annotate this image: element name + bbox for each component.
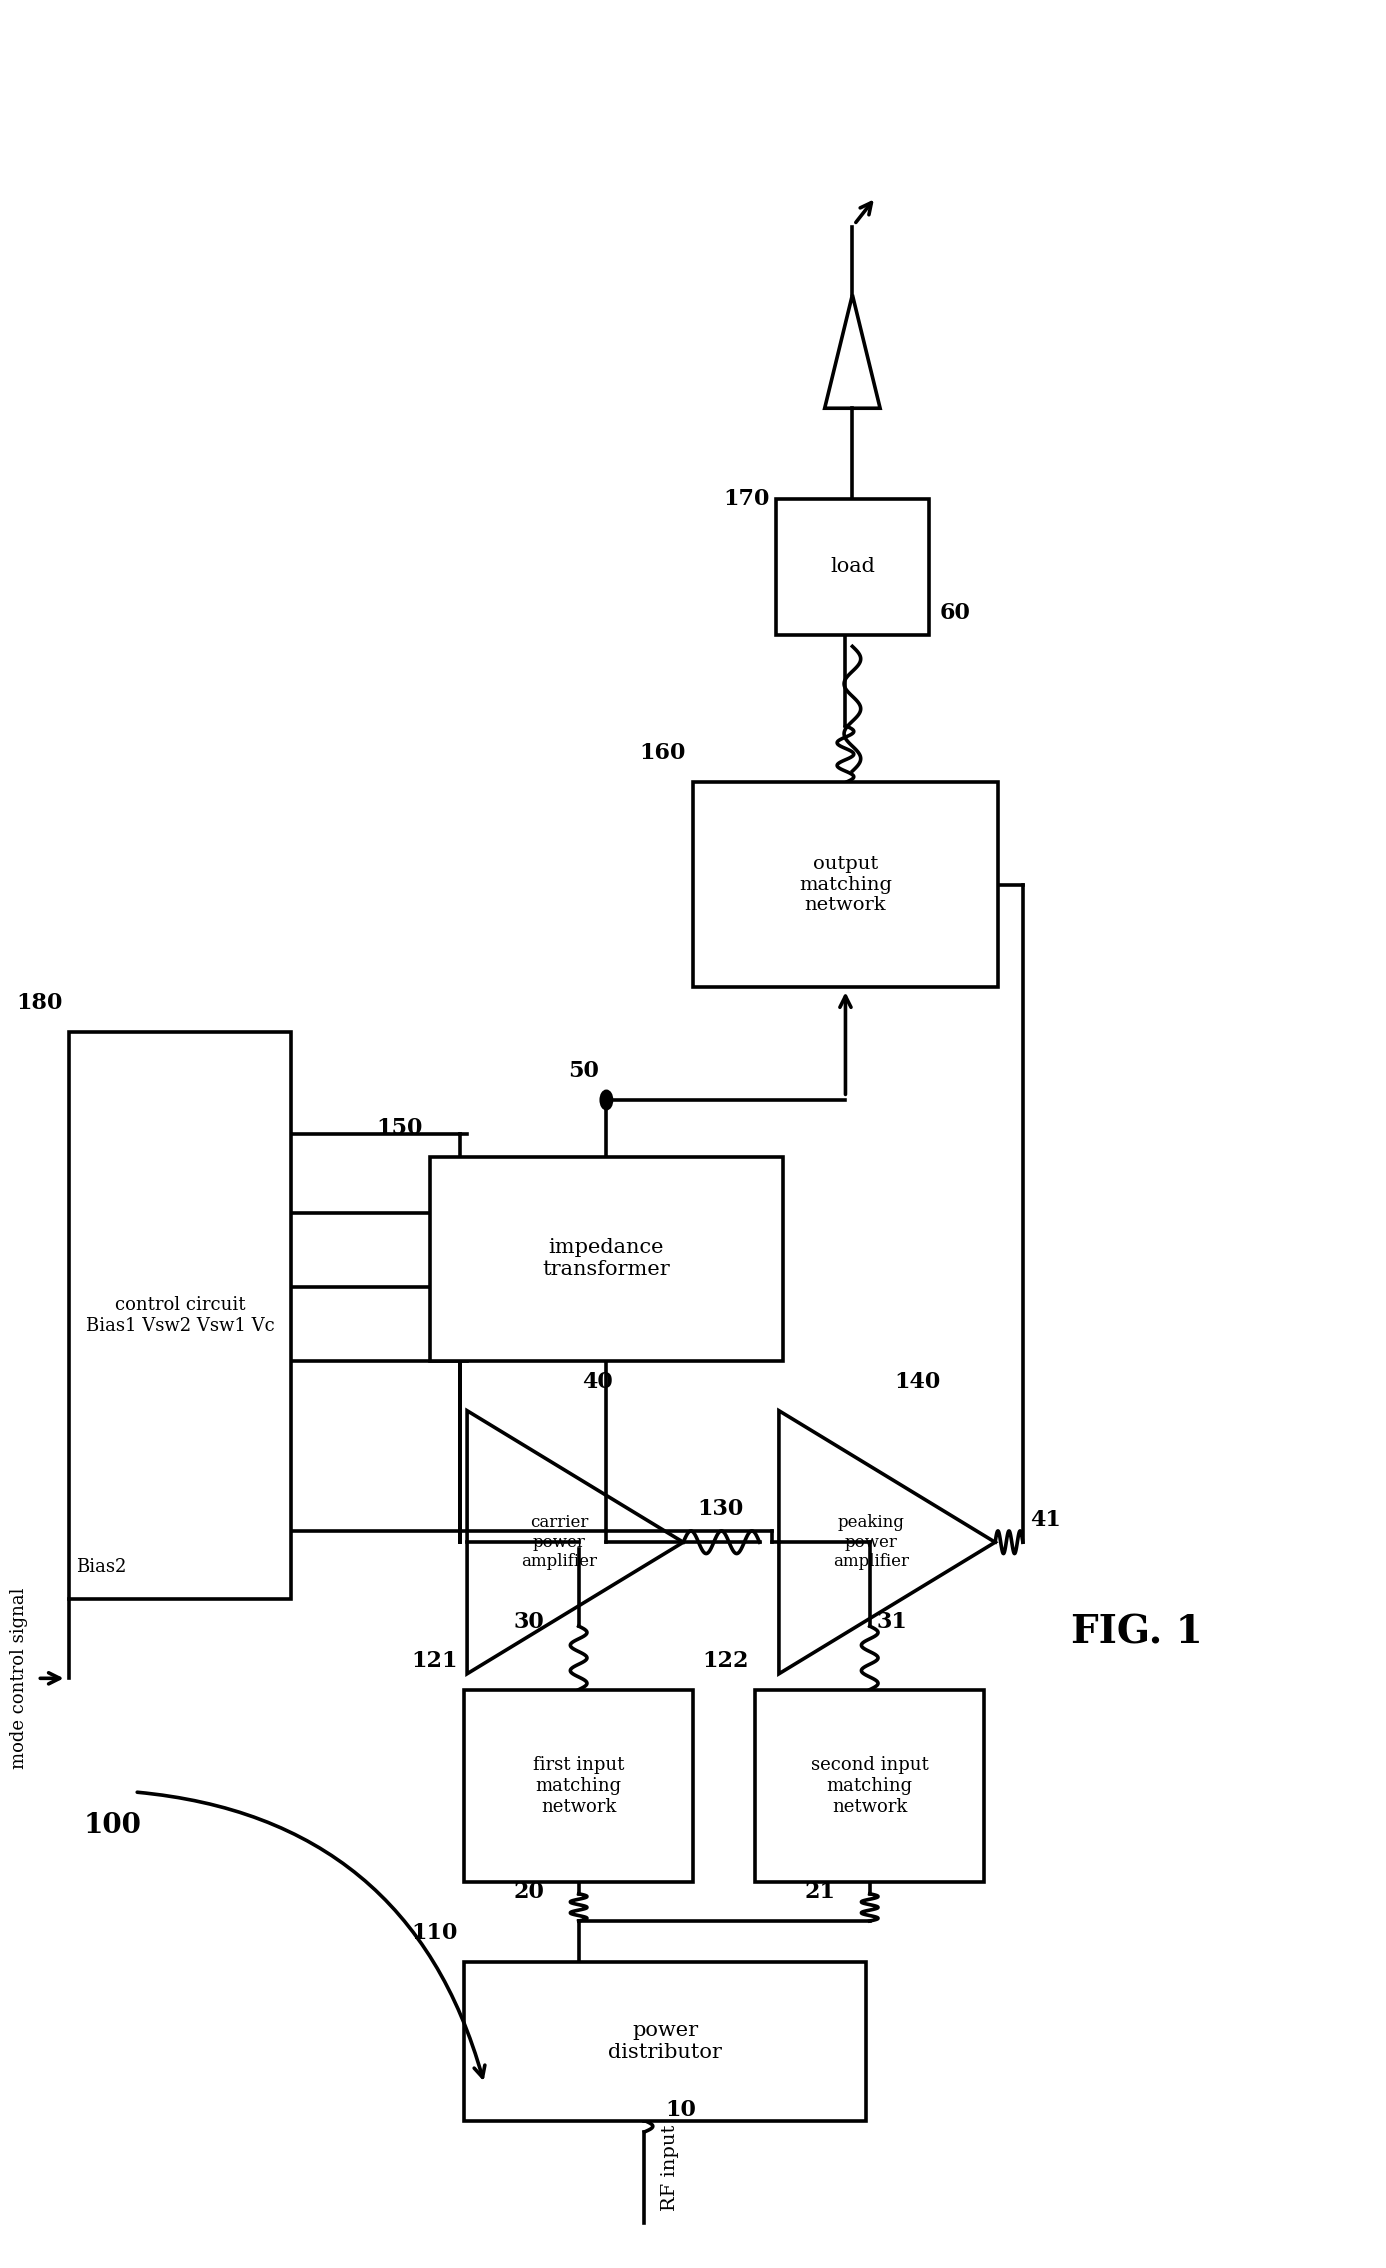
Bar: [776, 499, 929, 635]
Text: 122: 122: [701, 1649, 748, 1672]
Text: Bias2: Bias2: [76, 1558, 126, 1576]
Text: second input
matching
network: second input matching network: [811, 1755, 929, 1817]
Text: 40: 40: [582, 1370, 613, 1393]
Text: 150: 150: [377, 1116, 423, 1139]
Bar: [430, 1157, 783, 1361]
Text: 140: 140: [894, 1370, 940, 1393]
Text: 41: 41: [1030, 1508, 1060, 1531]
Bar: [755, 1690, 984, 1882]
Text: mode control signal: mode control signal: [10, 1588, 28, 1769]
Text: 50: 50: [568, 1059, 600, 1082]
Text: peaking
power
amplifier: peaking power amplifier: [833, 1515, 909, 1569]
Text: carrier
power
amplifier: carrier power amplifier: [521, 1515, 597, 1569]
Text: power
distributor: power distributor: [608, 2021, 722, 2062]
Text: load: load: [830, 558, 875, 576]
Text: 180: 180: [17, 991, 62, 1014]
Text: RF input: RF input: [661, 2125, 679, 2211]
Text: 110: 110: [412, 1921, 457, 1944]
Text: 10: 10: [665, 2098, 696, 2121]
Bar: [464, 1690, 693, 1882]
Bar: [464, 1962, 866, 2121]
Text: 160: 160: [640, 742, 686, 764]
Text: impedance
transformer: impedance transformer: [542, 1238, 671, 1279]
Text: FIG. 1: FIG. 1: [1070, 1615, 1203, 1651]
Text: 31: 31: [876, 1610, 908, 1633]
Text: 100: 100: [83, 1812, 141, 1839]
Text: 21: 21: [804, 1880, 834, 1903]
Bar: [69, 1032, 291, 1599]
Text: 60: 60: [940, 601, 970, 624]
Text: output
matching
network: output matching network: [798, 855, 893, 914]
Text: control circuit
Bias1 Vsw2 Vsw1 Vc: control circuit Bias1 Vsw2 Vsw1 Vc: [86, 1295, 274, 1336]
Text: first input
matching
network: first input matching network: [534, 1755, 624, 1817]
Bar: [693, 782, 998, 987]
Text: 170: 170: [723, 488, 769, 510]
Text: 121: 121: [410, 1649, 457, 1672]
Text: 30: 30: [513, 1610, 543, 1633]
Circle shape: [602, 1091, 613, 1109]
Text: 130: 130: [697, 1497, 743, 1520]
Text: 20: 20: [513, 1880, 543, 1903]
